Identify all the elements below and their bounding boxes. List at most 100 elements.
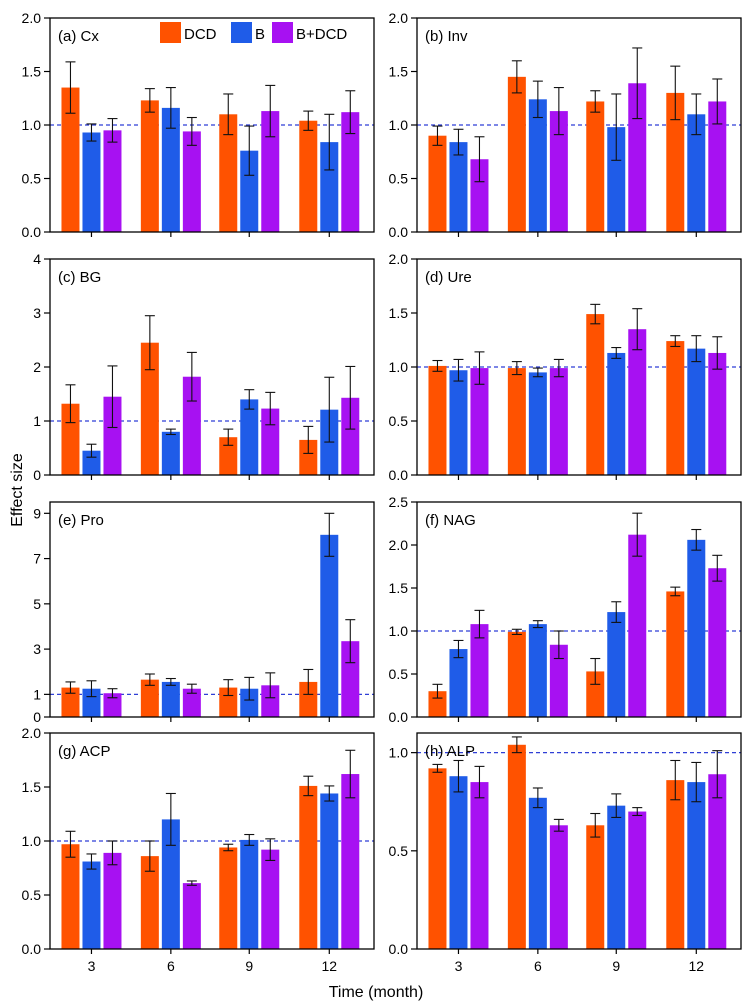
bar-b-dcd-9 — [628, 811, 647, 949]
x-tick-label: 9 — [245, 958, 253, 974]
x-tick-label: 3 — [88, 958, 96, 974]
bar-b-3 — [82, 688, 101, 717]
y-tick-label: 2.0 — [389, 251, 409, 267]
bar-b-9 — [240, 399, 259, 475]
bar-dcd-6 — [507, 368, 526, 475]
bar-b-12 — [320, 534, 339, 717]
panel-a-cx: 0.0 0.5 1.0 1.5 2.0 (a) Cx — [22, 10, 375, 240]
bar-b-6 — [528, 99, 547, 232]
panel-label: (a) Cx — [58, 28, 99, 45]
bar-b-3 — [82, 132, 101, 232]
bar-dcd-6 — [140, 342, 159, 475]
panel-label: (g) ACP — [58, 743, 111, 760]
plot-frame — [416, 258, 742, 476]
y-tick-label: 1.0 — [389, 623, 409, 639]
y-tick-label: 0.0 — [389, 709, 409, 725]
bar-dcd-12 — [666, 341, 685, 475]
plot-frame — [416, 17, 742, 233]
y-tick-label: 2.0 — [389, 10, 409, 26]
legend-swatch-b — [231, 22, 252, 43]
bar-b-3 — [449, 142, 468, 232]
legend-label-b: B — [255, 26, 265, 43]
y-tick-label: 1.0 — [389, 117, 409, 133]
bar-b-dcd-3 — [470, 782, 489, 949]
bar-b-dcd-6 — [182, 883, 201, 949]
legend-swatch-b-dcd — [272, 22, 293, 43]
y-tick-label: 0.0 — [389, 224, 409, 240]
bar-dcd-9 — [586, 101, 605, 233]
bar-dcd-12 — [666, 780, 685, 949]
bar-b-dcd-9 — [261, 111, 280, 232]
y-tick-label: 0.5 — [389, 171, 409, 187]
y-tick-label: 1 — [33, 413, 41, 429]
y-tick-label: 0 — [33, 709, 41, 725]
y-tick-label: 2.5 — [389, 494, 409, 510]
bar-b-9 — [607, 612, 626, 717]
x-tick-label: 3 — [455, 958, 463, 974]
y-tick-label: 2.0 — [22, 10, 42, 26]
panel-d-ure: 0.0 0.5 1.0 1.5 2.0 (d) Ure — [389, 251, 742, 483]
y-tick-label: 0.0 — [22, 224, 42, 240]
y-tick-label: 0.0 — [22, 941, 42, 957]
plot-frame — [416, 732, 742, 950]
panel-e-pro: 0 1 3 5 7 9 (e) Pro — [33, 501, 375, 725]
panel-f-nag: 0.0 0.5 1.0 1.5 2.0 2.5 (f) NAG — [389, 494, 742, 725]
bar-b-dcd-9 — [261, 849, 280, 949]
bar-b-6 — [528, 797, 547, 949]
bar-b-dcd-12 — [341, 112, 360, 232]
bar-b-dcd-6 — [549, 368, 568, 475]
bar-b-3 — [449, 776, 468, 949]
x-tick-label: 12 — [321, 958, 337, 974]
y-tick-label: 0.0 — [389, 941, 409, 957]
bar-b-6 — [161, 107, 180, 232]
bar-b-dcd-9 — [261, 685, 280, 717]
y-tick-label: 1.5 — [389, 305, 409, 321]
bar-dcd-3 — [428, 135, 447, 232]
bar-b-dcd-6 — [182, 131, 201, 232]
y-tick-label: 0.5 — [389, 843, 409, 859]
bar-dcd-12 — [299, 785, 318, 949]
y-tick-label: 1.0 — [22, 833, 42, 849]
bar-b-dcd-6 — [549, 825, 568, 949]
y-tick-label: 3 — [33, 641, 41, 657]
bar-b-dcd-3 — [103, 396, 122, 475]
bar-dcd-9 — [219, 847, 238, 949]
y-tick-label: 0.5 — [389, 666, 409, 682]
bar-dcd-3 — [61, 87, 80, 232]
plot-frame — [49, 501, 375, 718]
bar-b-12 — [687, 782, 706, 949]
y-tick-label: 1.0 — [389, 745, 409, 761]
bar-b-3 — [82, 861, 101, 949]
x-axis-label: Time (month) — [329, 984, 424, 1001]
bar-b-12 — [320, 793, 339, 949]
y-tick-label: 0.5 — [22, 171, 42, 187]
y-axis-label: Effect size — [9, 453, 26, 527]
bar-b-9 — [607, 352, 626, 475]
bar-b-dcd-12 — [341, 397, 360, 475]
bar-b-dcd-12 — [341, 641, 360, 717]
bar-dcd-9 — [219, 114, 238, 232]
legend-swatch-dcd — [160, 22, 181, 43]
y-tick-label: 0.5 — [22, 887, 42, 903]
bar-dcd-9 — [219, 437, 238, 475]
y-tick-label: 2.0 — [389, 537, 409, 553]
bar-b-9 — [607, 805, 626, 949]
bar-b-6 — [161, 431, 180, 475]
bar-dcd-9 — [586, 314, 605, 475]
bar-dcd-3 — [61, 844, 80, 949]
bar-b-dcd-6 — [549, 644, 568, 717]
legend-label-dcd: DCD — [184, 26, 217, 43]
x-tick-label: 12 — [688, 958, 704, 974]
bar-b-dcd-6 — [549, 111, 568, 232]
bar-b-dcd-3 — [470, 368, 489, 475]
plot-frame — [49, 732, 375, 950]
bar-b-3 — [449, 370, 468, 475]
bar-b-12 — [687, 539, 706, 717]
y-tick-label: 3 — [33, 305, 41, 321]
bar-dcd-6 — [140, 679, 159, 717]
x-tick-label: 9 — [612, 958, 620, 974]
bar-b-9 — [240, 839, 259, 949]
panel-label: (c) BG — [58, 269, 101, 286]
bar-b-dcd-12 — [708, 101, 727, 233]
